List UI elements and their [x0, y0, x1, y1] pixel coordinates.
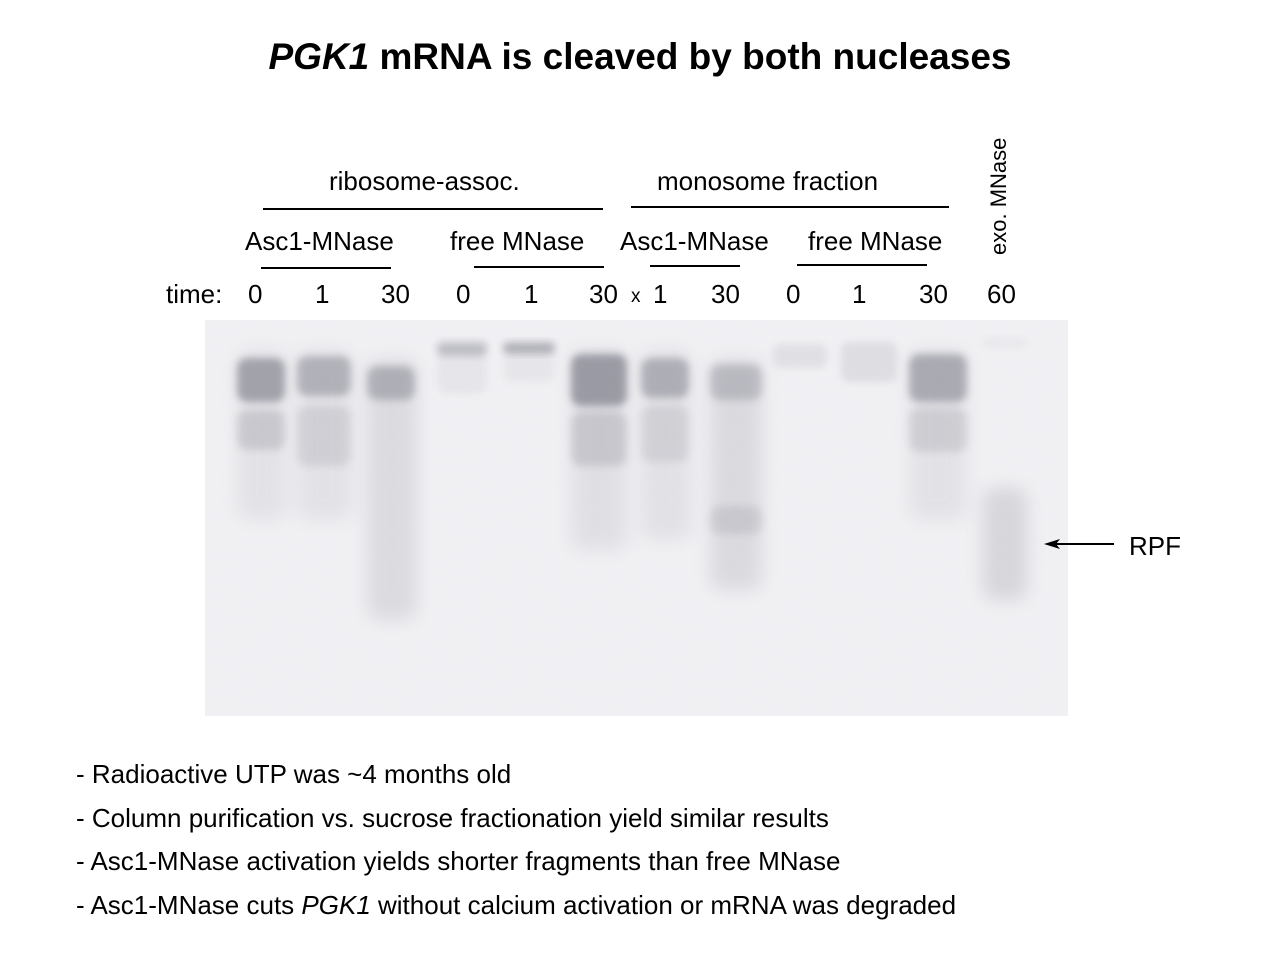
time-label: time:	[166, 279, 223, 309]
gel-bands	[237, 338, 1027, 620]
gel-lane-1	[237, 350, 287, 520]
lane-5-band	[503, 342, 555, 354]
lane-4-band	[437, 342, 487, 356]
lane-5-smear	[503, 352, 555, 382]
lane-12-rpf-band	[983, 488, 1027, 600]
gel-lane-3	[367, 360, 417, 620]
rpf-label: RPF	[1129, 531, 1181, 561]
sub-underline-free-mnase-2	[797, 264, 927, 266]
note-text: - Asc1-MNase cuts	[76, 889, 302, 920]
sub-label-asc1-mnase-2: Asc1-MNase	[620, 226, 769, 256]
gel-lane-10	[841, 342, 897, 382]
gel-lane-6	[571, 350, 627, 550]
note-item-4: - Asc1-MNase cuts PGK1 without calcium a…	[76, 884, 956, 928]
lane-2-band	[297, 356, 351, 396]
lane-time-7: 1	[653, 279, 668, 309]
title-text: mRNA is cleaved by both nucleases	[369, 36, 1012, 77]
lane-6-lower	[571, 412, 627, 466]
lane-10-band	[841, 342, 897, 382]
lane-4-smear	[437, 354, 487, 394]
lane-time-12: 60	[987, 279, 1016, 309]
sub-label-free-mnase-2: free MNase	[808, 226, 943, 256]
lane-1-lower	[237, 410, 285, 450]
lane-3-band	[367, 366, 415, 400]
lane-7-band	[641, 358, 689, 398]
group-underline-monosome-fraction	[631, 206, 949, 208]
lane-time-3: 30	[381, 279, 410, 309]
sub-underline-asc1-mnase-2	[650, 265, 740, 267]
note-item-3: - Asc1-MNase activation yields shorter f…	[76, 840, 956, 884]
left-arrow-icon	[1044, 539, 1114, 549]
lane-x-mark: x	[631, 286, 641, 307]
lane-8-band	[710, 364, 762, 400]
lane-time-10: 1	[852, 279, 867, 309]
lane-time-5: 1	[524, 279, 539, 309]
lane-time-11: 30	[919, 279, 948, 309]
note-text: - Radioactive UTP was ~4 months old	[76, 759, 512, 789]
gel-lane-8	[710, 360, 762, 590]
group-underline-ribosome-assoc	[263, 208, 603, 210]
lane-9-band	[773, 344, 827, 368]
lane-time-2: 1	[315, 279, 330, 309]
gel-lane-2	[297, 350, 353, 520]
note-gene-name: PGK1	[301, 889, 371, 920]
sub-underline-free-mnase-1	[474, 266, 604, 268]
gel-lane-4	[437, 342, 487, 394]
lane-2-lower	[297, 406, 351, 466]
note-text-tail: without calcium activation or mRNA was d…	[370, 889, 957, 920]
lane-11-band	[909, 354, 967, 402]
gel-lane-5	[503, 342, 555, 382]
lane-time-1: 0	[248, 279, 263, 309]
lane-6-band	[571, 354, 627, 406]
gel-image	[205, 320, 1068, 716]
sub-underline-asc1-mnase-1	[261, 267, 391, 269]
note-text: - Asc1-MNase activation yields shorter f…	[76, 846, 841, 876]
exo-mnase-label: exo. MNase	[986, 137, 1011, 255]
sub-label-asc1-mnase-1: Asc1-MNase	[245, 226, 394, 256]
group-label-monosome-fraction: monosome fraction	[657, 166, 879, 196]
lane-3-smear	[367, 360, 417, 620]
lane-time-4: 0	[456, 279, 471, 309]
lane-time-8: 30	[711, 279, 740, 309]
gel-lane-9	[773, 344, 827, 368]
lane-7-lower	[641, 406, 689, 462]
lane-11-lower	[909, 408, 967, 452]
slide-title: PGK1 mRNA is cleaved by both nucleases	[0, 34, 1280, 80]
sub-label-free-mnase-1: free MNase	[450, 226, 585, 256]
notes-list: - Radioactive UTP was ~4 months old - Co…	[76, 753, 956, 927]
title-gene-name: PGK1	[268, 36, 370, 77]
gel-lane-12	[983, 338, 1027, 600]
note-text: - Column purification vs. sucrose fracti…	[76, 802, 829, 833]
lane-time-6: 30	[589, 279, 618, 309]
note-item-1: - Radioactive UTP was ~4 months old	[76, 753, 956, 797]
lane-1-band	[237, 358, 285, 402]
note-item-2: - Column purification vs. sucrose fracti…	[76, 797, 956, 841]
lane-time-9: 0	[786, 279, 801, 309]
gel-lane-7	[641, 350, 691, 540]
lane-12-top	[983, 338, 1027, 348]
gel-lane-11	[909, 350, 967, 520]
lane-8-fragment	[710, 506, 762, 534]
group-label-ribosome-assoc: ribosome-assoc.	[329, 166, 520, 196]
